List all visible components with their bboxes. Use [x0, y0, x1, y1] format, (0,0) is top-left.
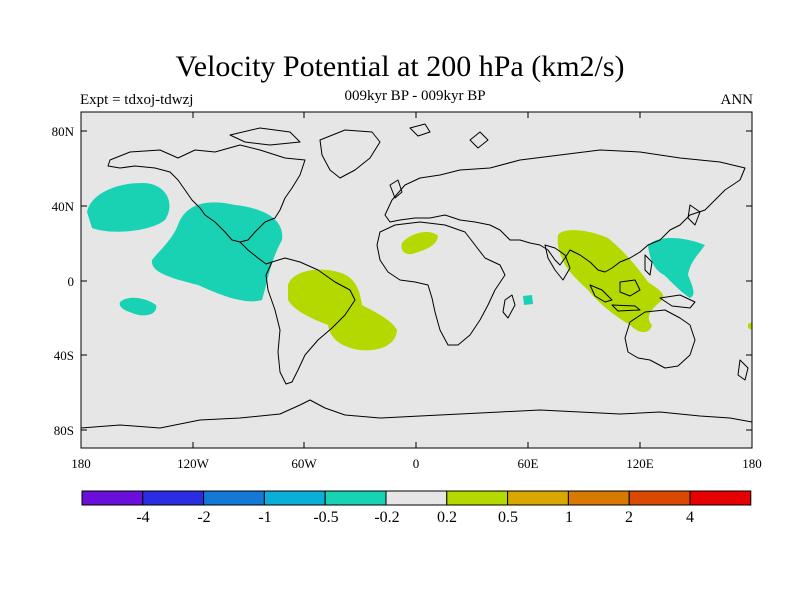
coastline-india [544, 244, 571, 281]
lon-label-120e: 120E [626, 456, 654, 471]
colorbar-label: -2 [197, 509, 210, 526]
colorbar-boxes [81, 490, 752, 506]
coastline-australia [624, 309, 696, 369]
colorbar-label: 0.2 [437, 509, 457, 526]
teal-region-east-pacific [151, 202, 283, 302]
green-region-north-africa [401, 232, 438, 255]
teal-region-madagascar [523, 295, 533, 305]
coastline-japan [687, 204, 701, 226]
coastline-north-america [107, 144, 306, 243]
colorbar-box [324, 490, 387, 506]
coastline-novaya-zemlya [469, 131, 489, 149]
lon-label-60e: 60E [518, 456, 539, 471]
lat-label-80n: 80N [52, 124, 75, 139]
green-region-east-edge [748, 322, 752, 330]
green-region-maritime-continent [557, 230, 664, 333]
coastline-new-guinea [659, 294, 696, 309]
colorbar-box [203, 490, 265, 506]
coastline-sumatra [589, 284, 613, 303]
lon-label-120w: 120W [177, 456, 210, 471]
coastline-central-america [239, 241, 273, 265]
negative-anomaly-regions [87, 182, 705, 316]
lon-label-180e: 180 [742, 456, 762, 471]
teal-region-hawaii [119, 297, 157, 316]
lon-label-0: 0 [413, 456, 420, 471]
colorbar: -4 -2 -1 -0.5 -0.2 0.2 0.5 1 2 4 [81, 490, 752, 526]
colorbar-box [567, 490, 630, 506]
teal-region-west-pacific [648, 237, 705, 298]
colorbar-box [628, 490, 691, 506]
coastlines [80, 123, 753, 429]
lon-label-60w: 60W [291, 456, 317, 471]
longitude-axis [192, 112, 641, 448]
colorbar-label: 2 [625, 509, 633, 526]
latitude-axis [81, 130, 752, 431]
coastline-south-america [265, 257, 356, 385]
experiment-label: Expt = tdxoj-tdwzj [80, 92, 194, 108]
green-region-south-america [288, 269, 397, 351]
colorbar-box [507, 490, 569, 506]
colorbar-box [142, 490, 205, 506]
coastline-greenland [319, 129, 381, 179]
colorbar-label: -0.2 [374, 509, 399, 526]
colorbar-label: -1 [258, 509, 271, 526]
coastline-svalbard [409, 123, 431, 137]
colorbar-box [689, 490, 752, 506]
map-subtitle: 009kyr BP - 009kyr BP [344, 88, 486, 104]
coastline-arctic-islands [229, 127, 301, 146]
colorbar-label: -4 [136, 509, 149, 526]
colorbar-label: 1 [565, 509, 573, 526]
colorbar-box [81, 490, 144, 506]
lat-label-40n: 40N [52, 199, 75, 214]
season-label: ANN [720, 92, 754, 108]
colorbar-label: 0.5 [498, 509, 518, 526]
coastline-java [611, 304, 641, 312]
coastline-british-isles [389, 179, 403, 199]
lon-label-180w: 180 [71, 456, 91, 471]
positive-anomaly-regions [288, 230, 752, 351]
teal-region-north-pacific [87, 182, 170, 232]
lat-label-80s: 80S [54, 423, 74, 438]
coastline-antarctica [80, 399, 753, 429]
map-title: Velocity Potential at 200 hPa (km2/s) [175, 50, 625, 83]
colorbar-box [446, 490, 509, 506]
coastline-new-zealand [737, 359, 749, 381]
colorbar-label: -0.5 [313, 509, 338, 526]
lat-label-40s: 40S [54, 348, 74, 363]
coastline-africa [376, 221, 506, 346]
coastline-eurasia [384, 149, 746, 273]
colorbar-box [385, 490, 448, 506]
colorbar-box [263, 490, 326, 506]
coastline-philippines [644, 254, 653, 276]
colorbar-labels: -4 -2 -1 -0.5 -0.2 0.2 0.5 1 2 4 [136, 509, 694, 526]
coastline-madagascar [502, 294, 516, 319]
lat-label-0: 0 [68, 274, 75, 289]
colorbar-label: 4 [686, 509, 694, 526]
coastline-borneo [619, 279, 641, 297]
